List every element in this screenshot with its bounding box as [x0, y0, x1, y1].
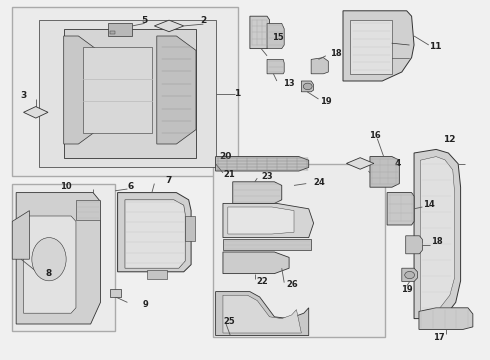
Polygon shape [118, 193, 191, 272]
Text: 5: 5 [142, 16, 147, 25]
Bar [76, 200, 100, 220]
Polygon shape [24, 107, 48, 118]
Circle shape [303, 83, 312, 90]
Polygon shape [233, 182, 282, 203]
Text: 7: 7 [166, 176, 172, 185]
Polygon shape [12, 211, 29, 259]
Bar [147, 270, 167, 279]
Text: 10: 10 [60, 182, 72, 191]
Polygon shape [83, 47, 152, 133]
Polygon shape [267, 23, 284, 49]
Polygon shape [154, 20, 184, 32]
Bar [12, 184, 115, 331]
Polygon shape [346, 158, 374, 169]
Polygon shape [108, 23, 132, 36]
Polygon shape [250, 16, 270, 49]
Bar [110, 31, 115, 34]
Text: 14: 14 [423, 200, 435, 209]
Text: 17: 17 [433, 333, 444, 342]
Text: 20: 20 [219, 152, 232, 161]
Polygon shape [311, 58, 328, 74]
Text: 15: 15 [272, 33, 284, 42]
Text: 18: 18 [431, 238, 443, 247]
Text: 6: 6 [127, 182, 134, 191]
Polygon shape [16, 193, 100, 324]
Text: 21: 21 [223, 170, 235, 179]
Text: 23: 23 [261, 172, 273, 181]
Text: 19: 19 [320, 97, 332, 106]
Polygon shape [301, 81, 314, 92]
Bar [12, 7, 238, 176]
Polygon shape [419, 308, 473, 329]
Bar [185, 216, 195, 241]
Text: 12: 12 [442, 135, 455, 144]
Text: 24: 24 [314, 178, 325, 187]
Polygon shape [39, 20, 216, 167]
Polygon shape [125, 200, 185, 268]
Text: 9: 9 [142, 300, 148, 309]
Polygon shape [350, 20, 392, 74]
Polygon shape [387, 193, 414, 225]
Polygon shape [402, 268, 417, 282]
Text: 8: 8 [45, 269, 51, 278]
Ellipse shape [32, 238, 66, 281]
Text: 25: 25 [223, 317, 235, 325]
Text: 11: 11 [429, 42, 441, 51]
Polygon shape [414, 149, 461, 319]
Bar [110, 289, 121, 297]
Text: 16: 16 [369, 131, 381, 140]
Text: 3: 3 [21, 91, 26, 100]
Text: 2: 2 [200, 16, 206, 25]
Polygon shape [157, 36, 196, 144]
Text: 13: 13 [283, 79, 295, 88]
Polygon shape [228, 207, 294, 234]
Circle shape [405, 271, 415, 279]
Polygon shape [64, 36, 98, 144]
Polygon shape [343, 11, 414, 81]
Polygon shape [223, 295, 301, 333]
Polygon shape [223, 252, 289, 274]
Text: 26: 26 [287, 280, 298, 289]
Polygon shape [216, 292, 309, 336]
Polygon shape [223, 203, 314, 238]
Polygon shape [267, 59, 284, 74]
Text: 4: 4 [394, 159, 401, 168]
Polygon shape [406, 236, 422, 254]
Text: 19: 19 [401, 285, 413, 294]
Polygon shape [370, 157, 399, 187]
Bar [213, 164, 385, 337]
Polygon shape [24, 216, 76, 313]
Text: 18: 18 [330, 49, 342, 58]
Polygon shape [64, 29, 196, 158]
Text: 1: 1 [235, 89, 241, 98]
Text: 22: 22 [256, 277, 268, 286]
Polygon shape [216, 157, 309, 171]
Polygon shape [223, 239, 311, 250]
Polygon shape [420, 157, 455, 313]
